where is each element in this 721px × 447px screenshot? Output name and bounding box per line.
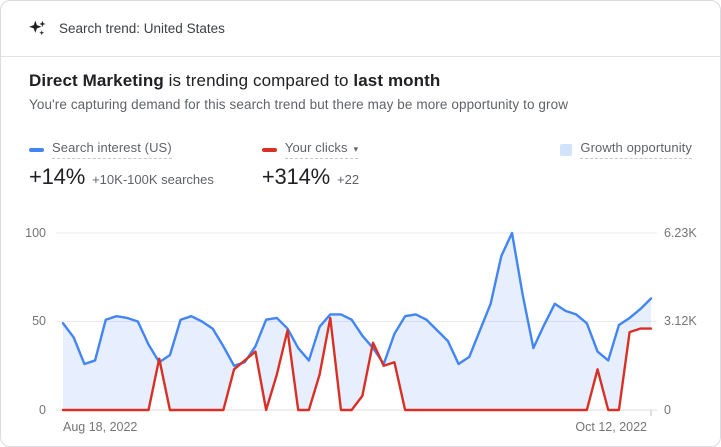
y-axis-left-tick-50: 50 bbox=[32, 314, 46, 328]
legend-search-interest: Search interest (US) +14% +10K-100K sear… bbox=[29, 140, 214, 190]
title-term: Direct Marketing bbox=[29, 71, 164, 90]
your-clicks-change: +314% bbox=[261, 164, 330, 189]
x-axis-end-label: Oct 12, 2022 bbox=[575, 420, 647, 434]
legend-growth-opportunity: Growth opportunity bbox=[560, 140, 692, 159]
card-body: Direct Marketing is trending compared to… bbox=[1, 71, 721, 447]
growth-opportunity-swatch-icon bbox=[560, 143, 573, 156]
subtitle: You're capturing demand for this search … bbox=[29, 97, 569, 112]
y-axis-right-tick-312k: 3.12K bbox=[664, 314, 697, 328]
title-middle: is trending compared to bbox=[163, 71, 354, 90]
search-interest-swatch-icon bbox=[29, 147, 44, 152]
title-period: last month bbox=[353, 71, 441, 90]
your-clicks-swatch-icon bbox=[261, 147, 277, 152]
search-interest-change: +14% bbox=[29, 164, 86, 189]
legend-row: Search interest (US) +14% +10K-100K sear… bbox=[29, 140, 692, 190]
trend-chart-svg[interactable] bbox=[1, 218, 721, 447]
card-header: Search trend: United States bbox=[1, 1, 720, 57]
your-clicks-detail: +22 bbox=[337, 172, 360, 187]
sparkle-icon bbox=[29, 20, 46, 36]
header-label: Search trend: United States bbox=[59, 21, 225, 36]
your-clicks-label: Your clicks bbox=[284, 140, 348, 155]
legend-your-clicks: Your clicks ▾ +314% +22 bbox=[261, 140, 360, 190]
growth-opportunity-label[interactable]: Growth opportunity bbox=[580, 140, 692, 159]
search-interest-detail: +10K-100K searches bbox=[92, 172, 214, 187]
y-axis-left-tick-100: 100 bbox=[25, 226, 46, 240]
search-interest-label[interactable]: Search interest (US) bbox=[52, 140, 172, 159]
your-clicks-dropdown[interactable]: Your clicks ▾ bbox=[284, 140, 359, 159]
y-axis-right-tick-623k: 6.23K bbox=[664, 226, 697, 240]
page-title: Direct Marketing is trending compared to… bbox=[29, 71, 692, 91]
x-axis-start-label: Aug 18, 2022 bbox=[63, 420, 138, 434]
chevron-down-icon: ▾ bbox=[353, 144, 359, 154]
trend-chart[interactable]: 100 50 0 6.23K 3.12K 0 Aug 18, 2022 Oct … bbox=[1, 218, 721, 447]
y-axis-left-tick-0: 0 bbox=[39, 403, 46, 417]
y-axis-right-tick-0: 0 bbox=[664, 403, 671, 417]
